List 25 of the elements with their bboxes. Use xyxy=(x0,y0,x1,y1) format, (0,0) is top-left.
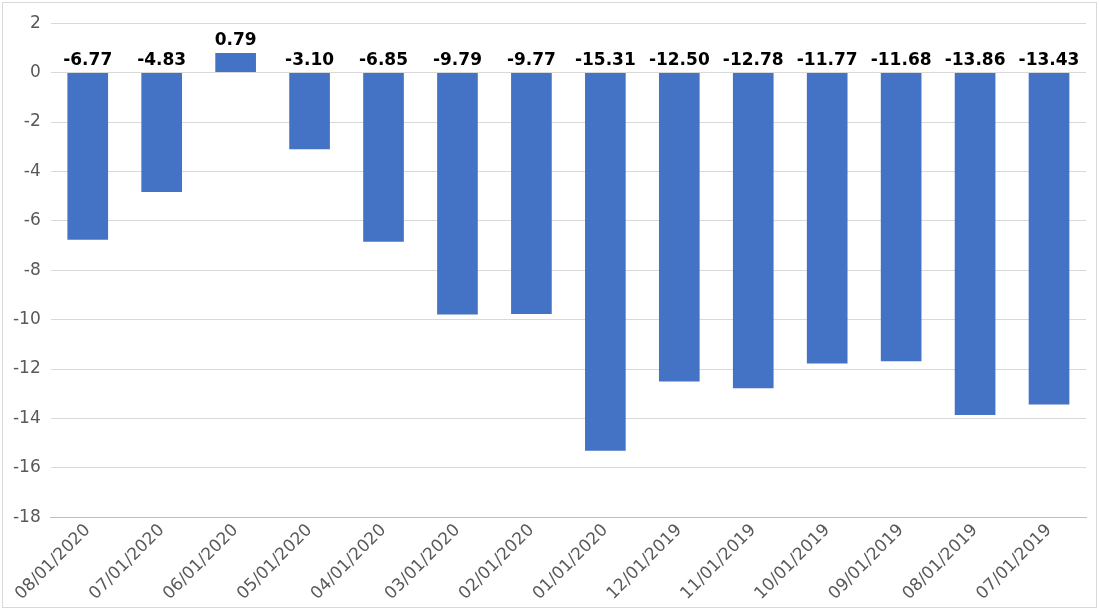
data-label: -4.83 xyxy=(137,48,187,69)
y-tick-label: -10 xyxy=(12,308,41,329)
data-label: -11.68 xyxy=(870,48,932,69)
data-label: -13.43 xyxy=(1018,48,1080,69)
data-label: -6.77 xyxy=(63,48,113,69)
data-label: -6.85 xyxy=(359,48,409,69)
y-tick-label: -12 xyxy=(12,357,41,378)
y-tick-label: -6 xyxy=(23,209,41,230)
data-label: -9.79 xyxy=(432,48,482,69)
data-label: -9.77 xyxy=(506,48,556,69)
data-label: -15.31 xyxy=(574,48,636,69)
y-tick-label: 2 xyxy=(29,11,41,32)
data-label: -12.78 xyxy=(722,48,784,69)
data-label: -12.50 xyxy=(648,48,710,69)
data-label: -11.77 xyxy=(796,48,858,69)
y-tick-label: -16 xyxy=(12,456,41,477)
y-tick-label: -8 xyxy=(23,258,41,279)
y-tick-label: 0 xyxy=(29,61,41,82)
data-label: -13.86 xyxy=(944,48,1006,69)
y-tick-label: -2 xyxy=(23,110,41,131)
y-tick-label: -14 xyxy=(12,406,41,427)
data-label: -3.10 xyxy=(285,48,335,69)
data-label: 0.79 xyxy=(214,29,257,50)
y-tick-label: -18 xyxy=(12,505,41,526)
y-tick-label: -4 xyxy=(23,159,41,180)
